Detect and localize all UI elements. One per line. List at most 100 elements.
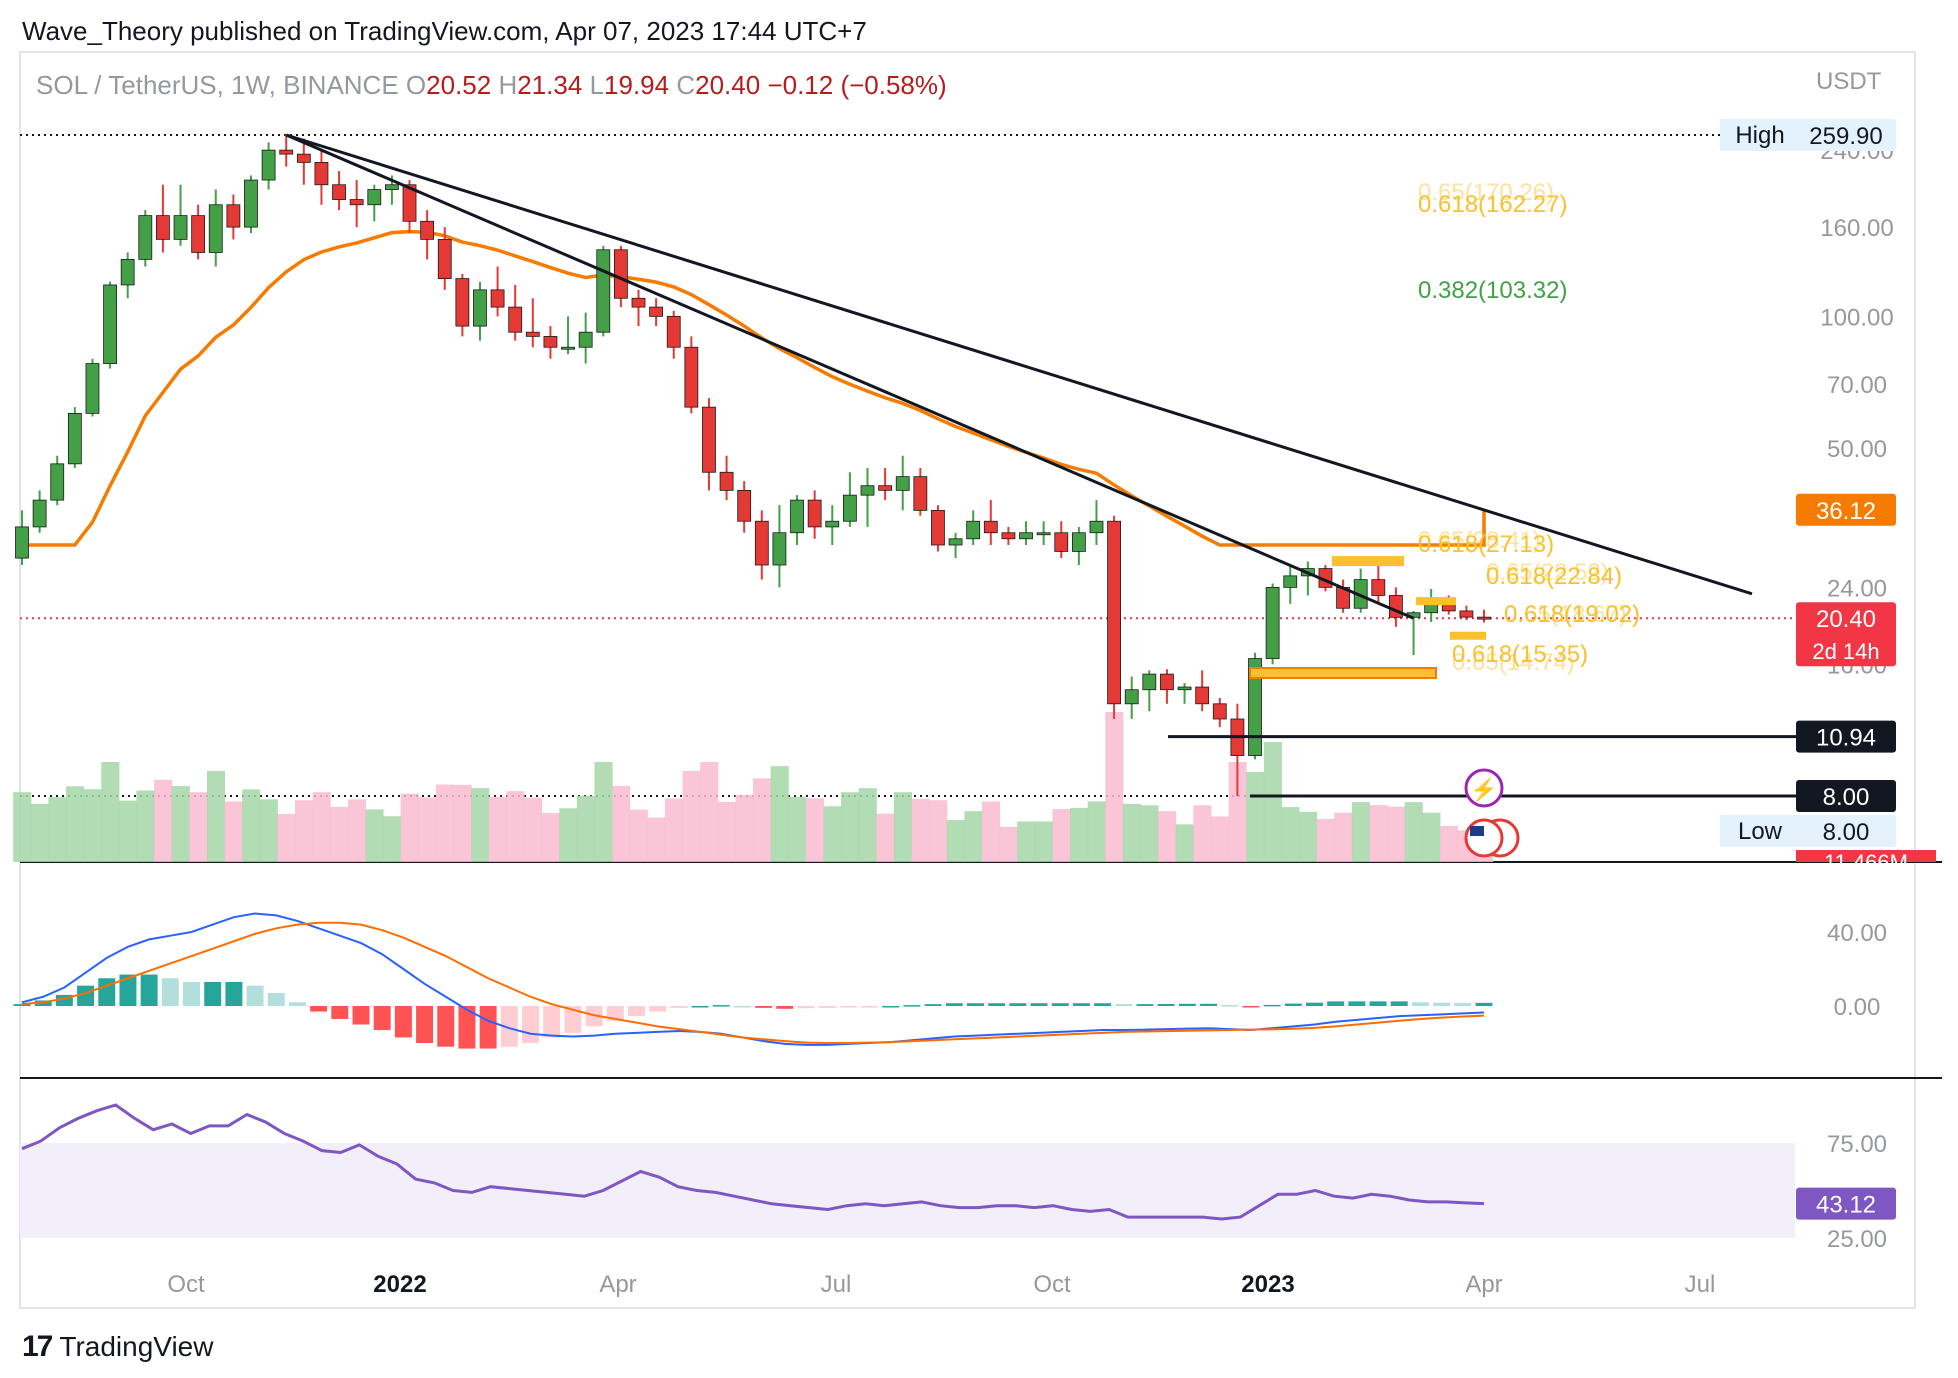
candle-body <box>279 149 294 155</box>
tradingview-brand[interactable]: 17 TradingView <box>22 1330 213 1364</box>
volume-bar <box>13 792 32 862</box>
candle-body <box>296 153 311 163</box>
fib-level-label: 0.65(14.74) <box>1452 649 1575 676</box>
fib-level-label: 0.382(103.32) <box>1418 277 1567 304</box>
us-flag-icon <box>1464 818 1504 858</box>
volume-bar <box>506 791 525 862</box>
candle-body <box>402 184 417 222</box>
volume-bar <box>101 762 120 862</box>
symbol-name[interactable]: SOL / TetherUS, 1W, BINANCE <box>36 70 399 100</box>
candle-body <box>1054 532 1069 552</box>
volume-bar <box>1087 801 1106 862</box>
fib-level-label: 0.618(162.27) <box>1418 191 1567 218</box>
volume-bar <box>594 762 613 862</box>
time-axis[interactable]: Oct 2022 Apr Jul Oct 2023 Apr Jul <box>167 1271 1715 1298</box>
trendline-upper <box>285 133 1753 596</box>
candle-body <box>1371 579 1386 596</box>
candle-body <box>173 215 188 240</box>
candle-body <box>525 331 540 337</box>
volume-bar <box>612 785 631 862</box>
macd-histogram-bar <box>1369 1001 1387 1006</box>
support-2-badge-bg <box>1796 780 1896 812</box>
price-tick-label: 24.00 <box>1827 575 1887 602</box>
candles-layer[interactable] <box>15 135 1491 796</box>
macd-histogram-bar <box>1030 1003 1048 1006</box>
candle-body <box>508 306 523 333</box>
time-tick-label: Oct <box>167 1271 205 1298</box>
candle-body <box>1177 686 1192 691</box>
symbol-legend: SOL / TetherUS, 1W, BINANCE O20.52 H21.3… <box>36 70 947 101</box>
moving-average-line <box>22 229 1486 547</box>
macd-histogram-bar <box>924 1004 942 1006</box>
macd-histogram-bar <box>1200 1003 1218 1006</box>
candle-body <box>860 485 875 496</box>
candle-body <box>578 331 593 348</box>
candle-body <box>772 532 787 566</box>
change-value: −0.12 (−0.58%) <box>767 70 947 100</box>
fib-level-label: 0.65(18.67) <box>1504 601 1627 628</box>
macd-histogram-bar <box>967 1003 984 1006</box>
drawing-overlays[interactable]: ⚡ <box>285 133 1800 858</box>
volume-bar <box>964 811 983 862</box>
volume-bar <box>435 784 455 862</box>
candle-body <box>561 346 575 350</box>
time-tick-label: Jul <box>1685 1271 1716 1298</box>
volume-bar <box>189 792 208 862</box>
candle-body <box>437 238 452 280</box>
low-label-bg <box>1720 815 1800 847</box>
macd-series-line <box>21 921 1485 1044</box>
candle-body <box>1142 673 1157 691</box>
volume-bar <box>1387 806 1406 862</box>
volume-bar <box>1034 821 1053 862</box>
candle-body <box>1248 658 1262 756</box>
high-label: H <box>498 70 518 100</box>
volume-bar <box>1439 825 1459 862</box>
macd-histogram-bar <box>458 1006 476 1049</box>
candle-body <box>138 215 153 260</box>
macd-histogram-bar <box>861 1006 879 1008</box>
volume-bar <box>1193 805 1212 862</box>
fib-level-label: 0.618(15.35) <box>1452 641 1588 668</box>
price-axis[interactable]: 240.00160.00100.0070.0050.0036.0024.0016… <box>1720 119 1936 875</box>
candle-body <box>191 215 206 253</box>
candle-body <box>966 520 981 540</box>
candle-body <box>244 179 258 228</box>
macd-series-line <box>21 912 1485 1046</box>
macd-histogram-bar <box>161 978 179 1006</box>
volume-bar <box>295 800 314 862</box>
candle-body <box>1265 586 1280 659</box>
volume-bar <box>1351 802 1371 862</box>
macd-histogram-bar <box>373 1006 391 1031</box>
low-value: 19.94 <box>604 70 670 100</box>
macd-histogram-bar <box>1242 1006 1260 1008</box>
candle-body <box>613 249 628 299</box>
candle-body <box>349 199 364 206</box>
macd-histogram-bar <box>119 974 137 1006</box>
candle-body <box>1212 703 1227 720</box>
chart-border <box>19 51 1916 1309</box>
time-tick-label: 2023 <box>1241 1271 1294 1298</box>
fib-level-label: 0.618(27.13) <box>1418 531 1554 558</box>
volume-bar <box>224 801 243 862</box>
macd-histogram-bar <box>1411 1002 1429 1006</box>
fib-level-label: 0.618(22.84) <box>1486 563 1622 590</box>
volume-bar <box>524 797 543 862</box>
macd-histogram-bar <box>1115 1004 1133 1006</box>
volume-bar <box>893 792 913 862</box>
support-1-badge: 10.94 <box>1816 725 1876 752</box>
macd-histogram-bar <box>1221 1005 1239 1007</box>
volume-bar <box>365 809 384 862</box>
macd-histogram-bar <box>945 1003 963 1006</box>
macd-histogram-bar <box>416 1006 434 1043</box>
volume-bar <box>1369 805 1388 862</box>
candle-body <box>878 485 893 491</box>
close-value: 20.40 <box>695 70 761 100</box>
volume-bar <box>1122 803 1142 862</box>
rsi-pane: 75.00 25.00 43.12 <box>20 1103 1896 1253</box>
volume-bar <box>453 784 472 862</box>
volume-bar <box>259 799 278 862</box>
fib-zone-box <box>1249 666 1437 679</box>
macd-histogram-bar <box>776 1006 794 1009</box>
macd-histogram-bar <box>733 1006 751 1008</box>
